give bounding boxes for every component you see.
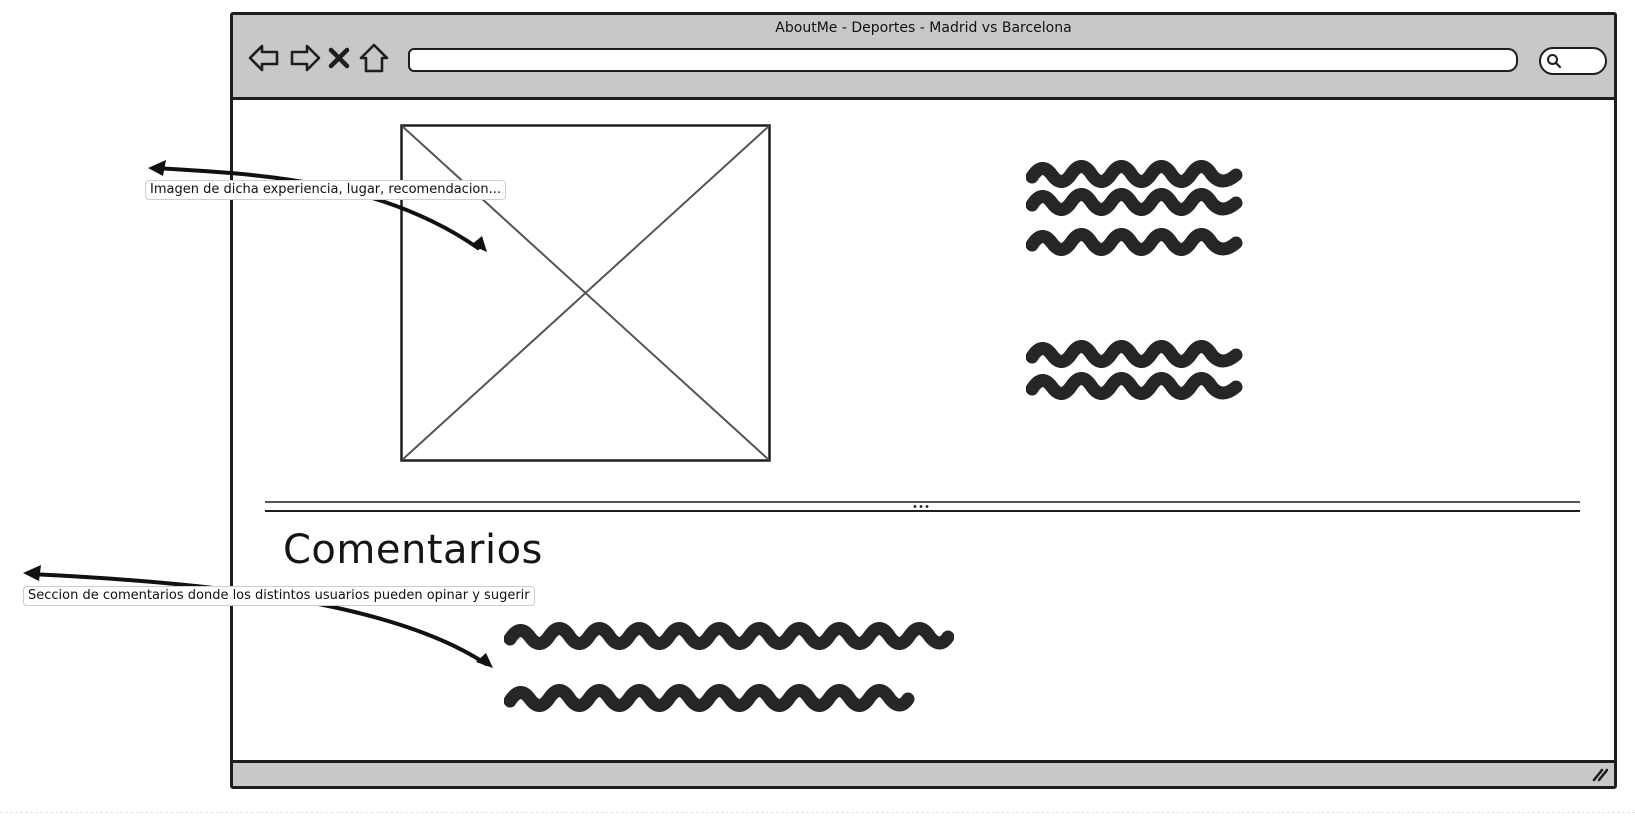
- search-button[interactable]: [1539, 47, 1607, 75]
- comment-text-scribble: [504, 622, 954, 712]
- text-block-scribble: [1026, 160, 1243, 256]
- image-placeholder: [400, 124, 771, 462]
- annotation-image-note: Imagen de dicha experiencia, lugar, reco…: [145, 180, 507, 200]
- home-icon[interactable]: [357, 41, 391, 75]
- url-input[interactable]: [408, 48, 1518, 72]
- annotation-comments-note: Seccion de comentarios donde los distint…: [23, 586, 535, 606]
- window-title: AboutMe - Deportes - Madrid vs Barcelona: [775, 20, 1072, 36]
- search-icon: [1547, 54, 1562, 69]
- browser-titlebar: AboutMe - Deportes - Madrid vs Barcelona: [233, 15, 1614, 100]
- stop-icon[interactable]: [327, 41, 351, 75]
- browser-window: AboutMe - Deportes - Madrid vs Barcelona: [230, 12, 1617, 789]
- text-block-scribble: [1026, 340, 1243, 400]
- section-splitter[interactable]: [265, 500, 1580, 514]
- canvas-bottom-rule: [0, 812, 1635, 813]
- back-arrow-icon[interactable]: [247, 41, 281, 75]
- forward-arrow-icon[interactable]: [288, 41, 322, 75]
- comments-heading: Comentarios: [283, 527, 543, 573]
- browser-statusbar: [233, 760, 1614, 786]
- resize-grip-icon[interactable]: [1592, 766, 1608, 782]
